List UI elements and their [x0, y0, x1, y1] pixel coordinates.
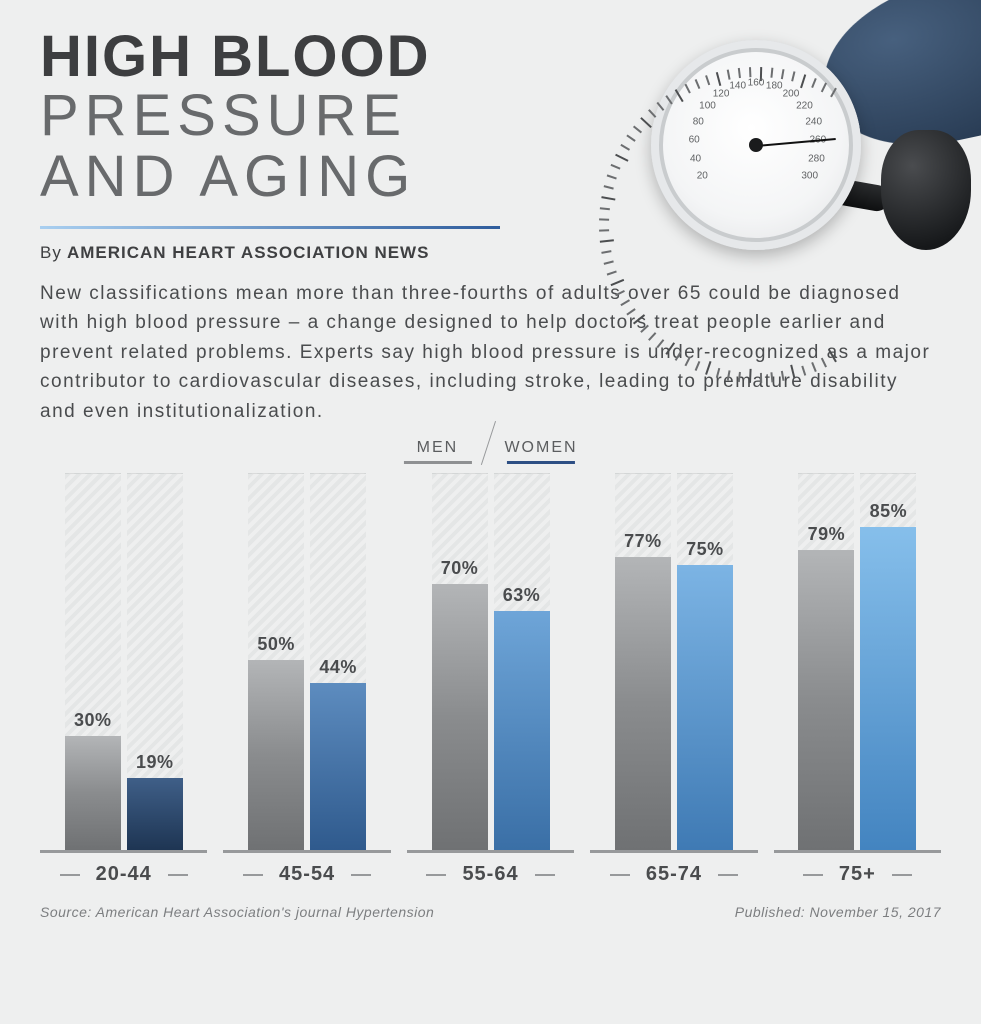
title-line-1: HIGH BLOOD	[40, 28, 941, 86]
category-label: 20-44	[78, 863, 170, 886]
bar-group: 30%19%20-44	[40, 456, 207, 886]
category-label: 55-64	[444, 863, 536, 886]
bar-fill-women: 44%	[310, 683, 366, 850]
bar-group: 79%85%75+	[774, 456, 941, 886]
title-block: HIGH BLOOD PRESSURE AND AGING	[40, 28, 941, 208]
bar-group: 70%63%55-64	[407, 456, 574, 886]
bar-men: 77%	[615, 473, 671, 850]
bar-pair: 79%85%	[774, 473, 941, 853]
bar-men: 70%	[432, 473, 488, 850]
title-line-2: PRESSURE	[40, 86, 941, 147]
body-paragraph: New classifications mean more than three…	[40, 279, 940, 426]
bar-value-label: 30%	[65, 710, 121, 731]
footer: Source: American Heart Association's jou…	[40, 904, 941, 920]
bar-women: 44%	[310, 473, 366, 850]
bar-value-label: 85%	[860, 501, 916, 522]
legend-women-swatch	[507, 461, 575, 464]
byline-prefix: By	[40, 243, 62, 262]
bar-pair: 70%63%	[407, 473, 574, 853]
bar-value-label: 50%	[248, 634, 304, 655]
bar-fill-men: 79%	[798, 550, 854, 850]
bar-chart: MEN WOMEN 30%19%20-4450%44%45-5470%63%55…	[40, 456, 941, 886]
footer-published: Published: November 15, 2017	[735, 904, 941, 920]
category-label: 75+	[821, 863, 894, 886]
bar-fill-women: 85%	[860, 527, 916, 850]
bar-men: 30%	[65, 473, 121, 850]
bar-men: 79%	[798, 473, 854, 850]
bar-group: 77%75%65-74	[590, 456, 757, 886]
legend-women-label: WOMEN	[504, 439, 577, 457]
footer-source: Source: American Heart Association's jou…	[40, 904, 434, 920]
legend-men: MEN	[403, 439, 471, 464]
bar-women: 75%	[677, 473, 733, 850]
accent-divider	[40, 226, 500, 229]
bar-value-label: 77%	[615, 531, 671, 552]
bar-value-label: 70%	[432, 558, 488, 579]
bar-fill-women: 63%	[494, 611, 550, 850]
legend-men-swatch	[403, 461, 471, 464]
chart-legend: MEN WOMEN	[403, 420, 577, 464]
bar-fill-women: 19%	[127, 778, 183, 850]
bar-pair: 30%19%	[40, 473, 207, 853]
bar-women: 19%	[127, 473, 183, 850]
bar-fill-women: 75%	[677, 565, 733, 850]
title-line-3: AND AGING	[40, 147, 941, 208]
byline-source: AMERICAN HEART ASSOCIATION NEWS	[67, 243, 430, 262]
bar-pair: 50%44%	[223, 473, 390, 853]
category-label: 45-54	[261, 863, 353, 886]
bar-fill-men: 70%	[432, 584, 488, 850]
bar-fill-men: 50%	[248, 660, 304, 850]
bar-fill-men: 77%	[615, 557, 671, 850]
bar-women: 63%	[494, 473, 550, 850]
bar-value-label: 75%	[677, 539, 733, 560]
bar-value-label: 44%	[310, 657, 366, 678]
bar-women: 85%	[860, 473, 916, 850]
infographic-container: 2040608010012014016018020022024026028030…	[0, 0, 981, 1024]
category-label: 65-74	[628, 863, 720, 886]
bar-men: 50%	[248, 473, 304, 850]
legend-divider	[480, 421, 495, 465]
bar-value-label: 79%	[798, 524, 854, 545]
bar-fill-men: 30%	[65, 736, 121, 850]
bar-group: 50%44%45-54	[223, 456, 390, 886]
bar-value-label: 63%	[494, 585, 550, 606]
legend-women: WOMEN	[504, 439, 577, 464]
bar-pair: 77%75%	[590, 473, 757, 853]
bar-value-label: 19%	[127, 752, 183, 773]
legend-men-label: MEN	[417, 439, 459, 457]
